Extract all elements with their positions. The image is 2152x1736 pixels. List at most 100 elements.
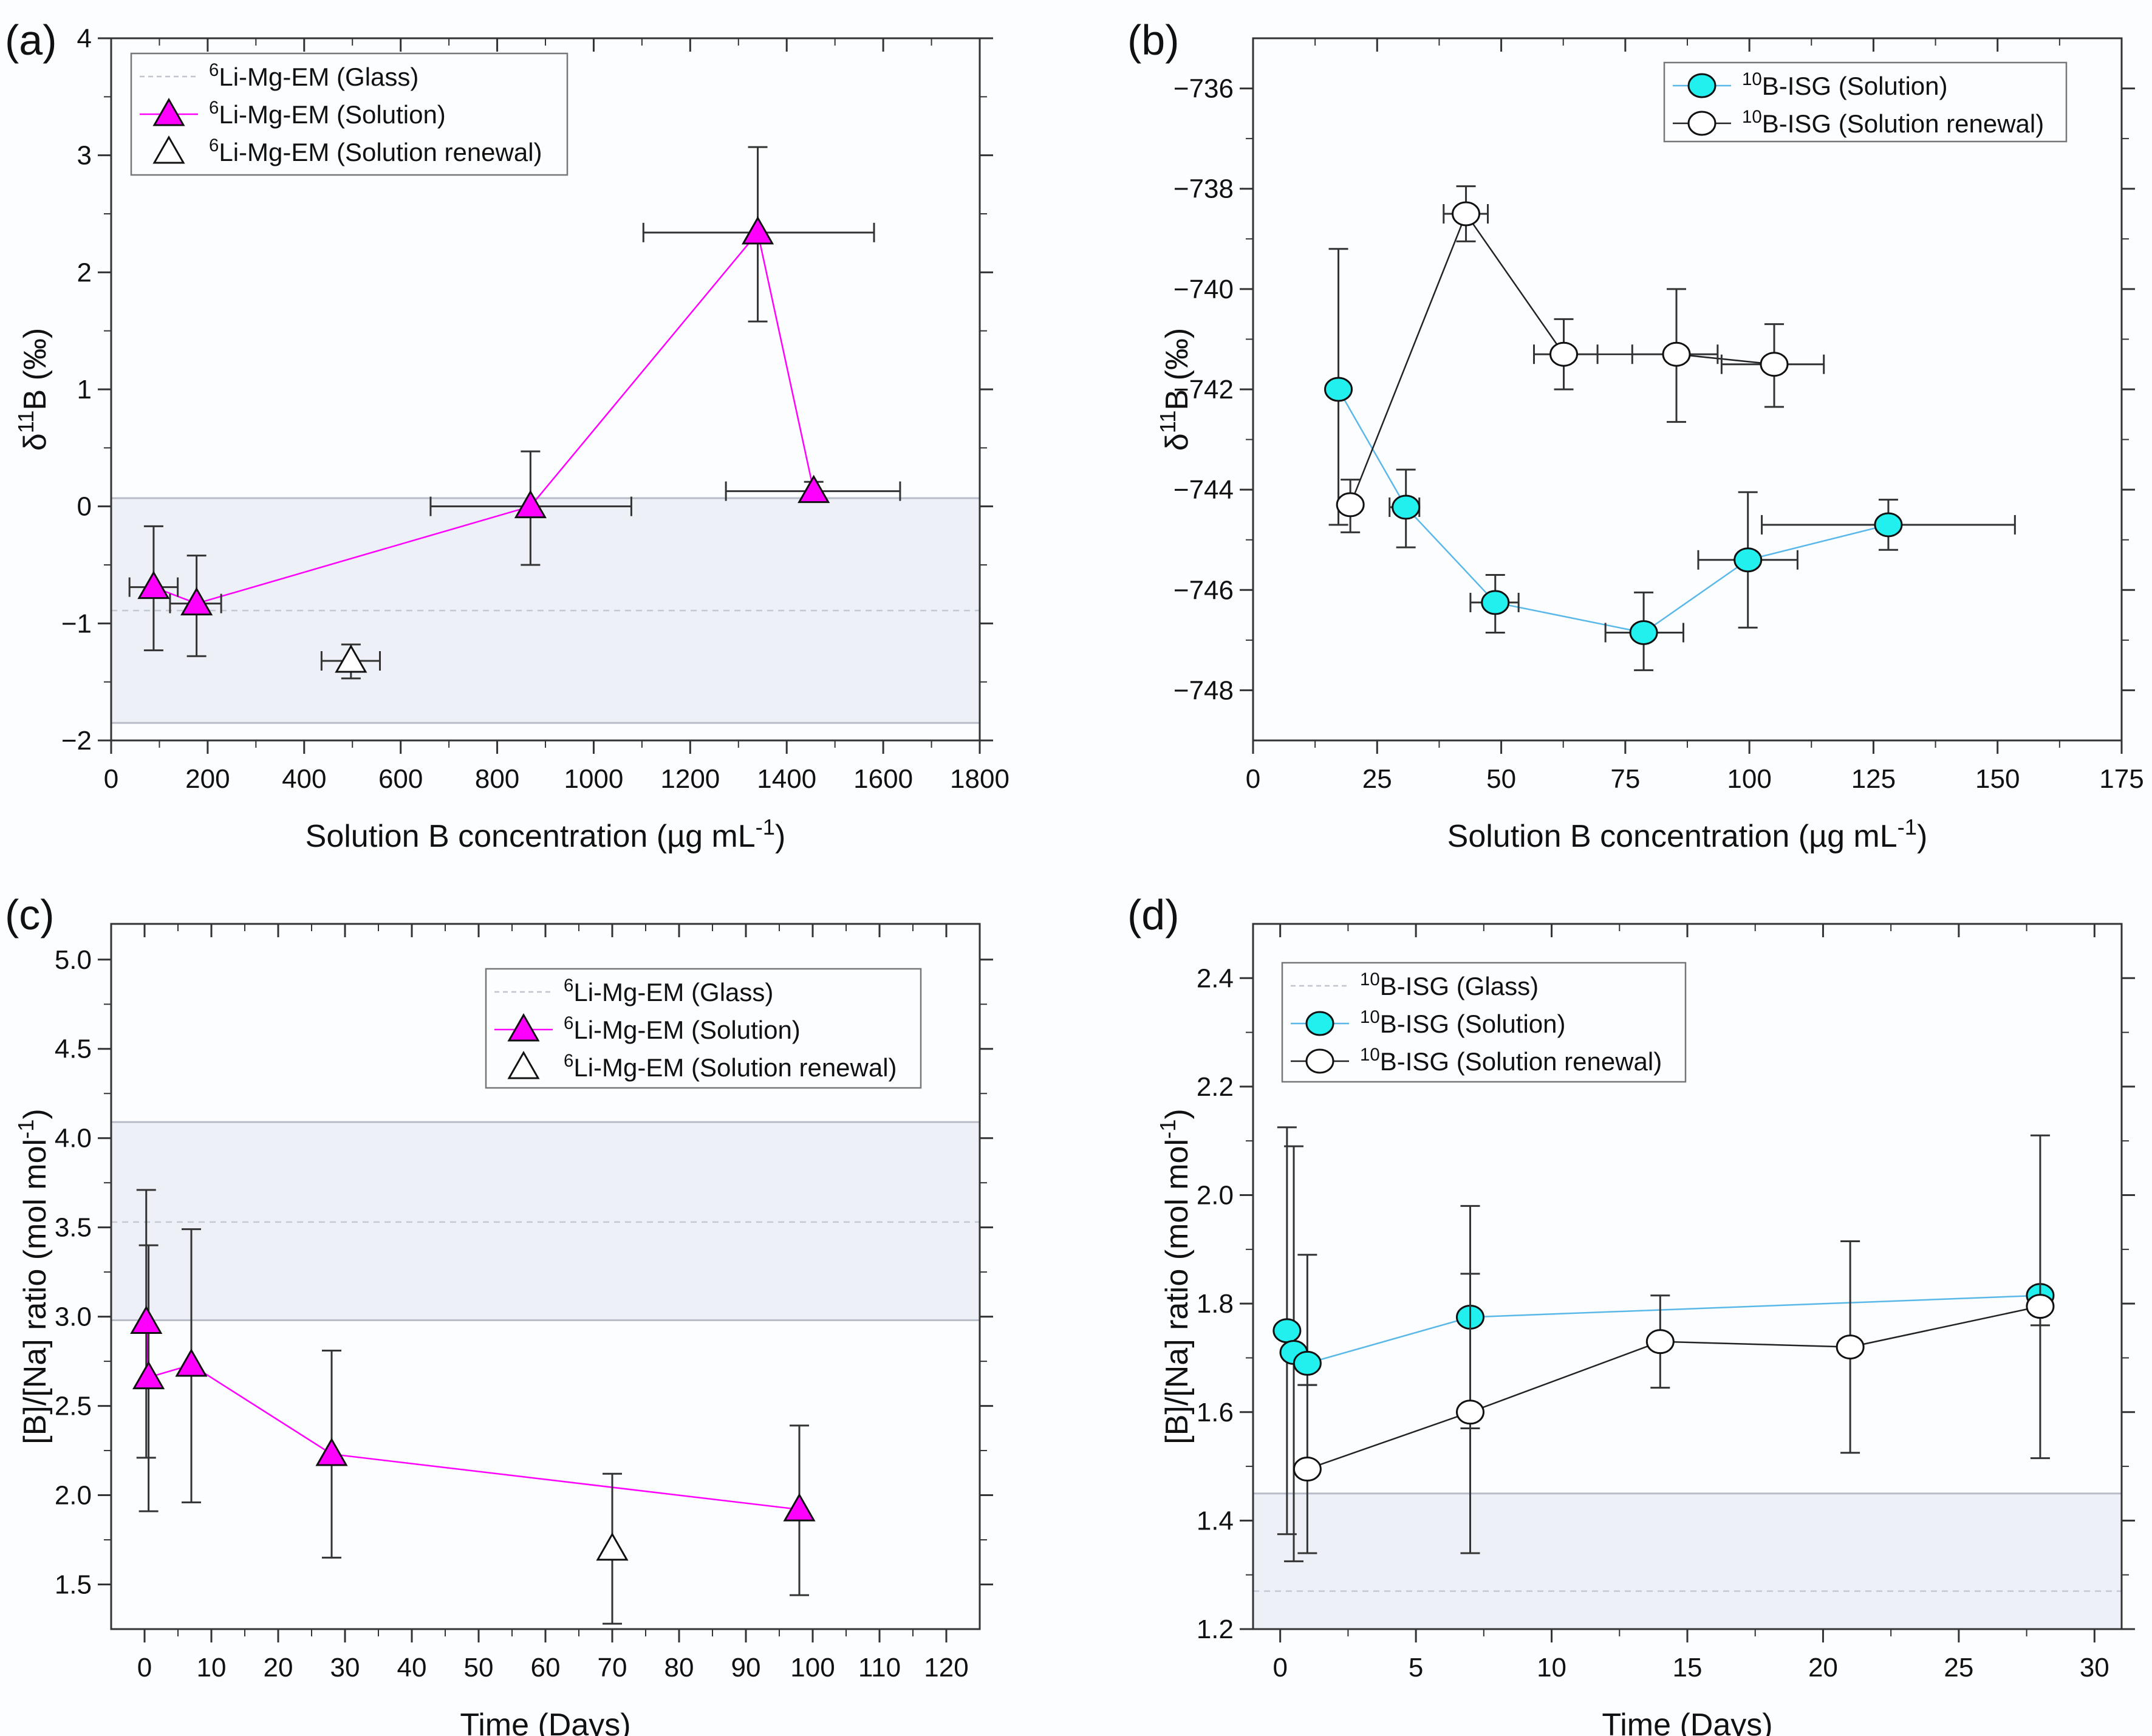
text-span: Time (Days)	[460, 1707, 630, 1736]
superscript: 10	[1360, 1007, 1380, 1027]
superscript: 10	[1360, 969, 1380, 989]
superscript: 10	[1742, 107, 1762, 127]
x-tick-label: 1800	[950, 764, 1009, 794]
text-span: δ	[18, 433, 53, 451]
triangle-marker-filled	[507, 1013, 540, 1042]
x-tick-label: 0	[1246, 764, 1260, 794]
circle-marker-open	[1305, 1048, 1334, 1074]
text-span: 80	[664, 1653, 694, 1683]
text-span: 2.0	[1197, 1181, 1234, 1211]
legend-box	[1663, 61, 2068, 143]
text-span: 0	[1272, 1653, 1287, 1683]
circle-marker-filled	[1305, 1011, 1334, 1036]
x-tick-label: 70	[598, 1653, 627, 1683]
text-span: 20	[264, 1653, 293, 1683]
y-tick-label: 4.0	[55, 1124, 92, 1153]
x-tick-label: 400	[282, 764, 326, 794]
circle-marker-open	[1662, 341, 1691, 367]
y-tick-label: 1.8	[1197, 1289, 1234, 1319]
text-span: Li-Mg-EM (Solution renewal)	[573, 1053, 897, 1082]
superscript: 10	[1360, 1045, 1380, 1065]
text-span: 20	[1808, 1653, 1838, 1683]
circle-marker-open	[1549, 341, 1579, 367]
y-tick-label: 0	[77, 492, 92, 522]
text-span: B-ISG (Solution)	[1380, 1010, 1566, 1038]
superscript: -1	[1898, 815, 1917, 839]
text-span: 2	[77, 258, 92, 287]
text-span: 1.8	[1197, 1289, 1234, 1319]
text-span: Li-Mg-EM (Solution)	[219, 100, 445, 129]
text-span: )	[1160, 1109, 1195, 1119]
text-span: 2.4	[1197, 963, 1234, 993]
x-tick-label: 100	[790, 1653, 835, 1683]
triangle-marker-filled	[132, 1361, 165, 1390]
text-span: −736	[1173, 74, 1234, 104]
circle-marker-filled	[1874, 512, 1903, 538]
text-span: Solution B concentration (µg mL	[306, 819, 756, 854]
panel-a: (a) 0 200 400 600 800 1000 1200 1400 1600 1800 −2 −1…	[5, 16, 1009, 854]
text-span: 600	[378, 764, 423, 794]
x-tick-label: 1400	[757, 764, 816, 794]
series-li-mg-em-solution-	[130, 1189, 816, 1596]
x-tick-label: 15	[1673, 1653, 1703, 1683]
text-span: δ	[1160, 433, 1195, 451]
triangle-marker-filled	[152, 97, 185, 126]
text-span: 30	[2080, 1653, 2109, 1683]
text-span: 90	[731, 1653, 761, 1683]
circle-marker-open	[1293, 1457, 1322, 1482]
text-span: Li-Mg-EM (Solution)	[573, 1016, 800, 1044]
legend-entry: 10B-ISG (Solution renewal)	[1742, 107, 2044, 138]
circle-marker-filled	[1629, 620, 1658, 645]
text-span: 70	[598, 1653, 627, 1683]
text-span: 4.0	[55, 1124, 92, 1153]
x-tick-label: 40	[397, 1653, 427, 1683]
superscript: 6	[564, 1051, 573, 1071]
text-span: 125	[1851, 764, 1896, 794]
legend-entry: 6Li-Mg-EM (Solution)	[209, 98, 446, 129]
superscript: -1	[1155, 1119, 1180, 1139]
x-tick-label: 0	[104, 764, 118, 794]
x-tick-label: 1600	[853, 764, 913, 794]
text-span: (c)	[5, 891, 55, 938]
circle-marker-open	[1687, 111, 1716, 136]
panel-label: (b)	[1127, 16, 1180, 64]
circle-marker-open	[1836, 1334, 1865, 1360]
y-axis-title: δ11B (‰)	[13, 328, 53, 451]
y-tick-label: 1	[77, 375, 92, 405]
triangle-marker-filled	[798, 474, 830, 504]
superscript: -1	[756, 815, 775, 839]
series-line	[1307, 1305, 2041, 1470]
text-span: 1.2	[1197, 1615, 1234, 1644]
legend-entry: 6Li-Mg-EM (Solution renewal)	[209, 135, 542, 167]
x-tick-label: 30	[2080, 1653, 2109, 1683]
y-tick-label: 5.0	[55, 945, 92, 975]
y-tick-label: 3.0	[55, 1302, 92, 1332]
text-span: 75	[1610, 764, 1640, 794]
text-span: 0	[137, 1653, 152, 1683]
y-axis-title: [B]/[Na] ratio (mol mol-1)	[13, 1109, 53, 1444]
y-tick-label: 4	[77, 24, 92, 53]
circle-marker-open	[2026, 1294, 2055, 1319]
x-tick-label: 50	[464, 1653, 494, 1683]
panel-c: (c) 0 10 20 30 40 50 60 70 80 90 100 110 120 1.5 2.0 2.5…	[5, 891, 993, 1736]
x-tick-label: 0	[1272, 1653, 1287, 1683]
triangle-marker-filled	[175, 1348, 208, 1377]
legend-entry: 6Li-Mg-EM (Solution)	[564, 1013, 801, 1045]
panel-label: (d)	[1127, 891, 1180, 938]
text-span: 0	[1246, 764, 1260, 794]
text-span: (a)	[5, 16, 57, 64]
x-axis-title: Time (Days)	[460, 1707, 630, 1736]
text-span: Li-Mg-EM (Glass)	[573, 978, 773, 1006]
text-span: 200	[185, 764, 230, 794]
y-tick-label: −742	[1173, 375, 1234, 405]
text-span: 40	[397, 1653, 427, 1683]
x-tick-label: 90	[731, 1653, 761, 1683]
text-span: 2.0	[55, 1481, 92, 1511]
legend: 6Li-Mg-EM (Glass)6Li-Mg-EM (Solution)6Li…	[130, 52, 569, 176]
text-span: 1000	[564, 764, 623, 794]
series-line	[145, 1322, 800, 1511]
legend-box	[485, 968, 922, 1089]
triangle-marker-open	[152, 135, 185, 164]
legend-entry: 10B-ISG (Solution)	[1742, 69, 1947, 101]
text-span: B (‰)	[1160, 328, 1195, 411]
